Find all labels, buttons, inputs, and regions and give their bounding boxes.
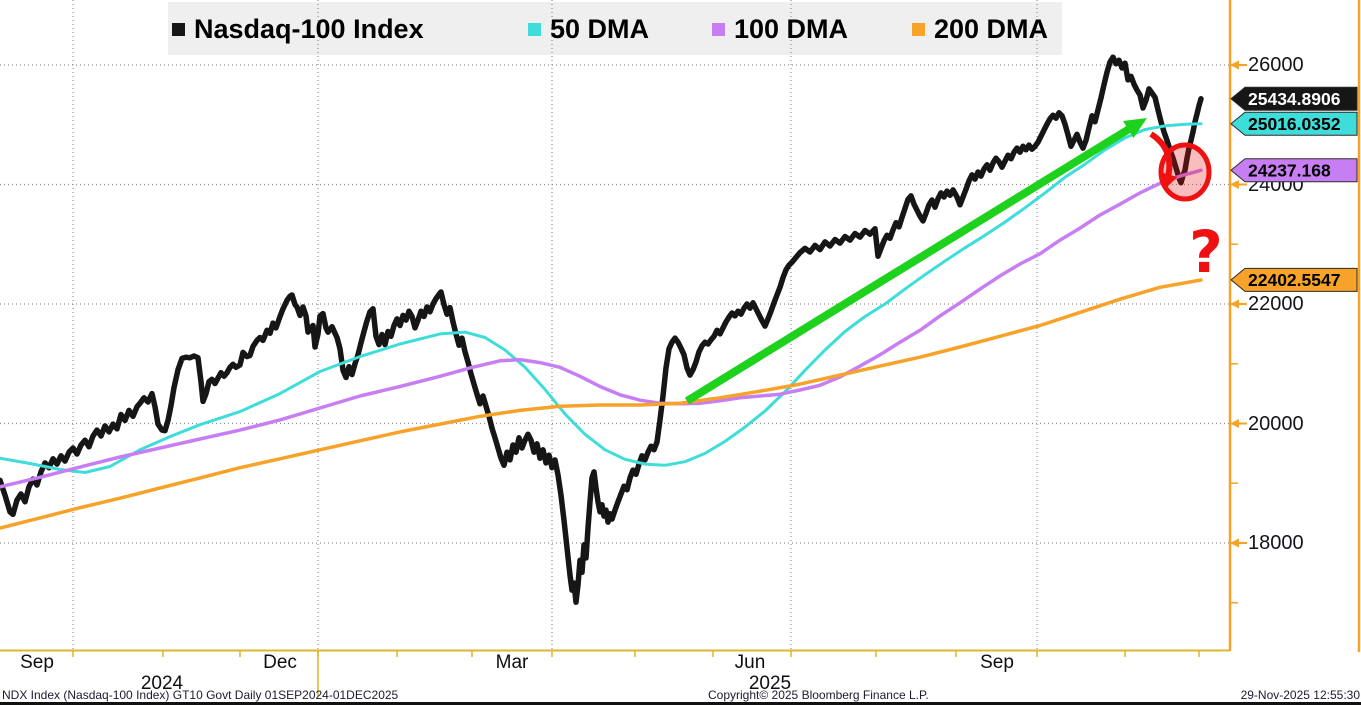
price-flag-50-dma: [1230, 111, 1358, 136]
price-flag-label-100-dma: 24237.168: [1248, 160, 1331, 180]
window-bottom-border: [0, 702, 1361, 705]
y-tick-label: 26000: [1248, 54, 1304, 76]
green-arrowhead-icon: [1123, 118, 1147, 138]
tick-arrow-icon: [1230, 299, 1239, 309]
price-flag-200-dma: [1230, 267, 1358, 292]
tick-arrow-icon: [1230, 60, 1239, 70]
series-line-50-dma: [0, 122, 1203, 474]
series-line-100-dma: [0, 168, 1203, 489]
series-line-nasdaq-100-index: [0, 54, 1204, 605]
price-flag-100-dma: [1230, 158, 1358, 183]
question-mark-annotation: ?: [1189, 218, 1223, 286]
y-tick-label: 22000: [1248, 293, 1304, 315]
tick-arrow-icon: [1230, 180, 1239, 189]
series-line-200-dma: [0, 278, 1203, 530]
tick-arrow-icon: [1230, 538, 1239, 548]
price-flag-label-200-dma: 22402.5547: [1248, 270, 1340, 290]
tick-arrow-icon: [1230, 419, 1239, 428]
green-uptrend-arrow: [684, 122, 1136, 405]
y-tick-label: 18000: [1248, 532, 1304, 554]
price-flag-nasdaq-100-index: [1230, 86, 1358, 111]
y-tick-label: 20000: [1248, 412, 1304, 435]
red-highlight-circle: [1158, 142, 1212, 202]
price-flag-label-50-dma: 25016.0352: [1248, 114, 1341, 134]
price-flag-label-nasdaq-100-index: 25434.8906: [1248, 89, 1341, 109]
